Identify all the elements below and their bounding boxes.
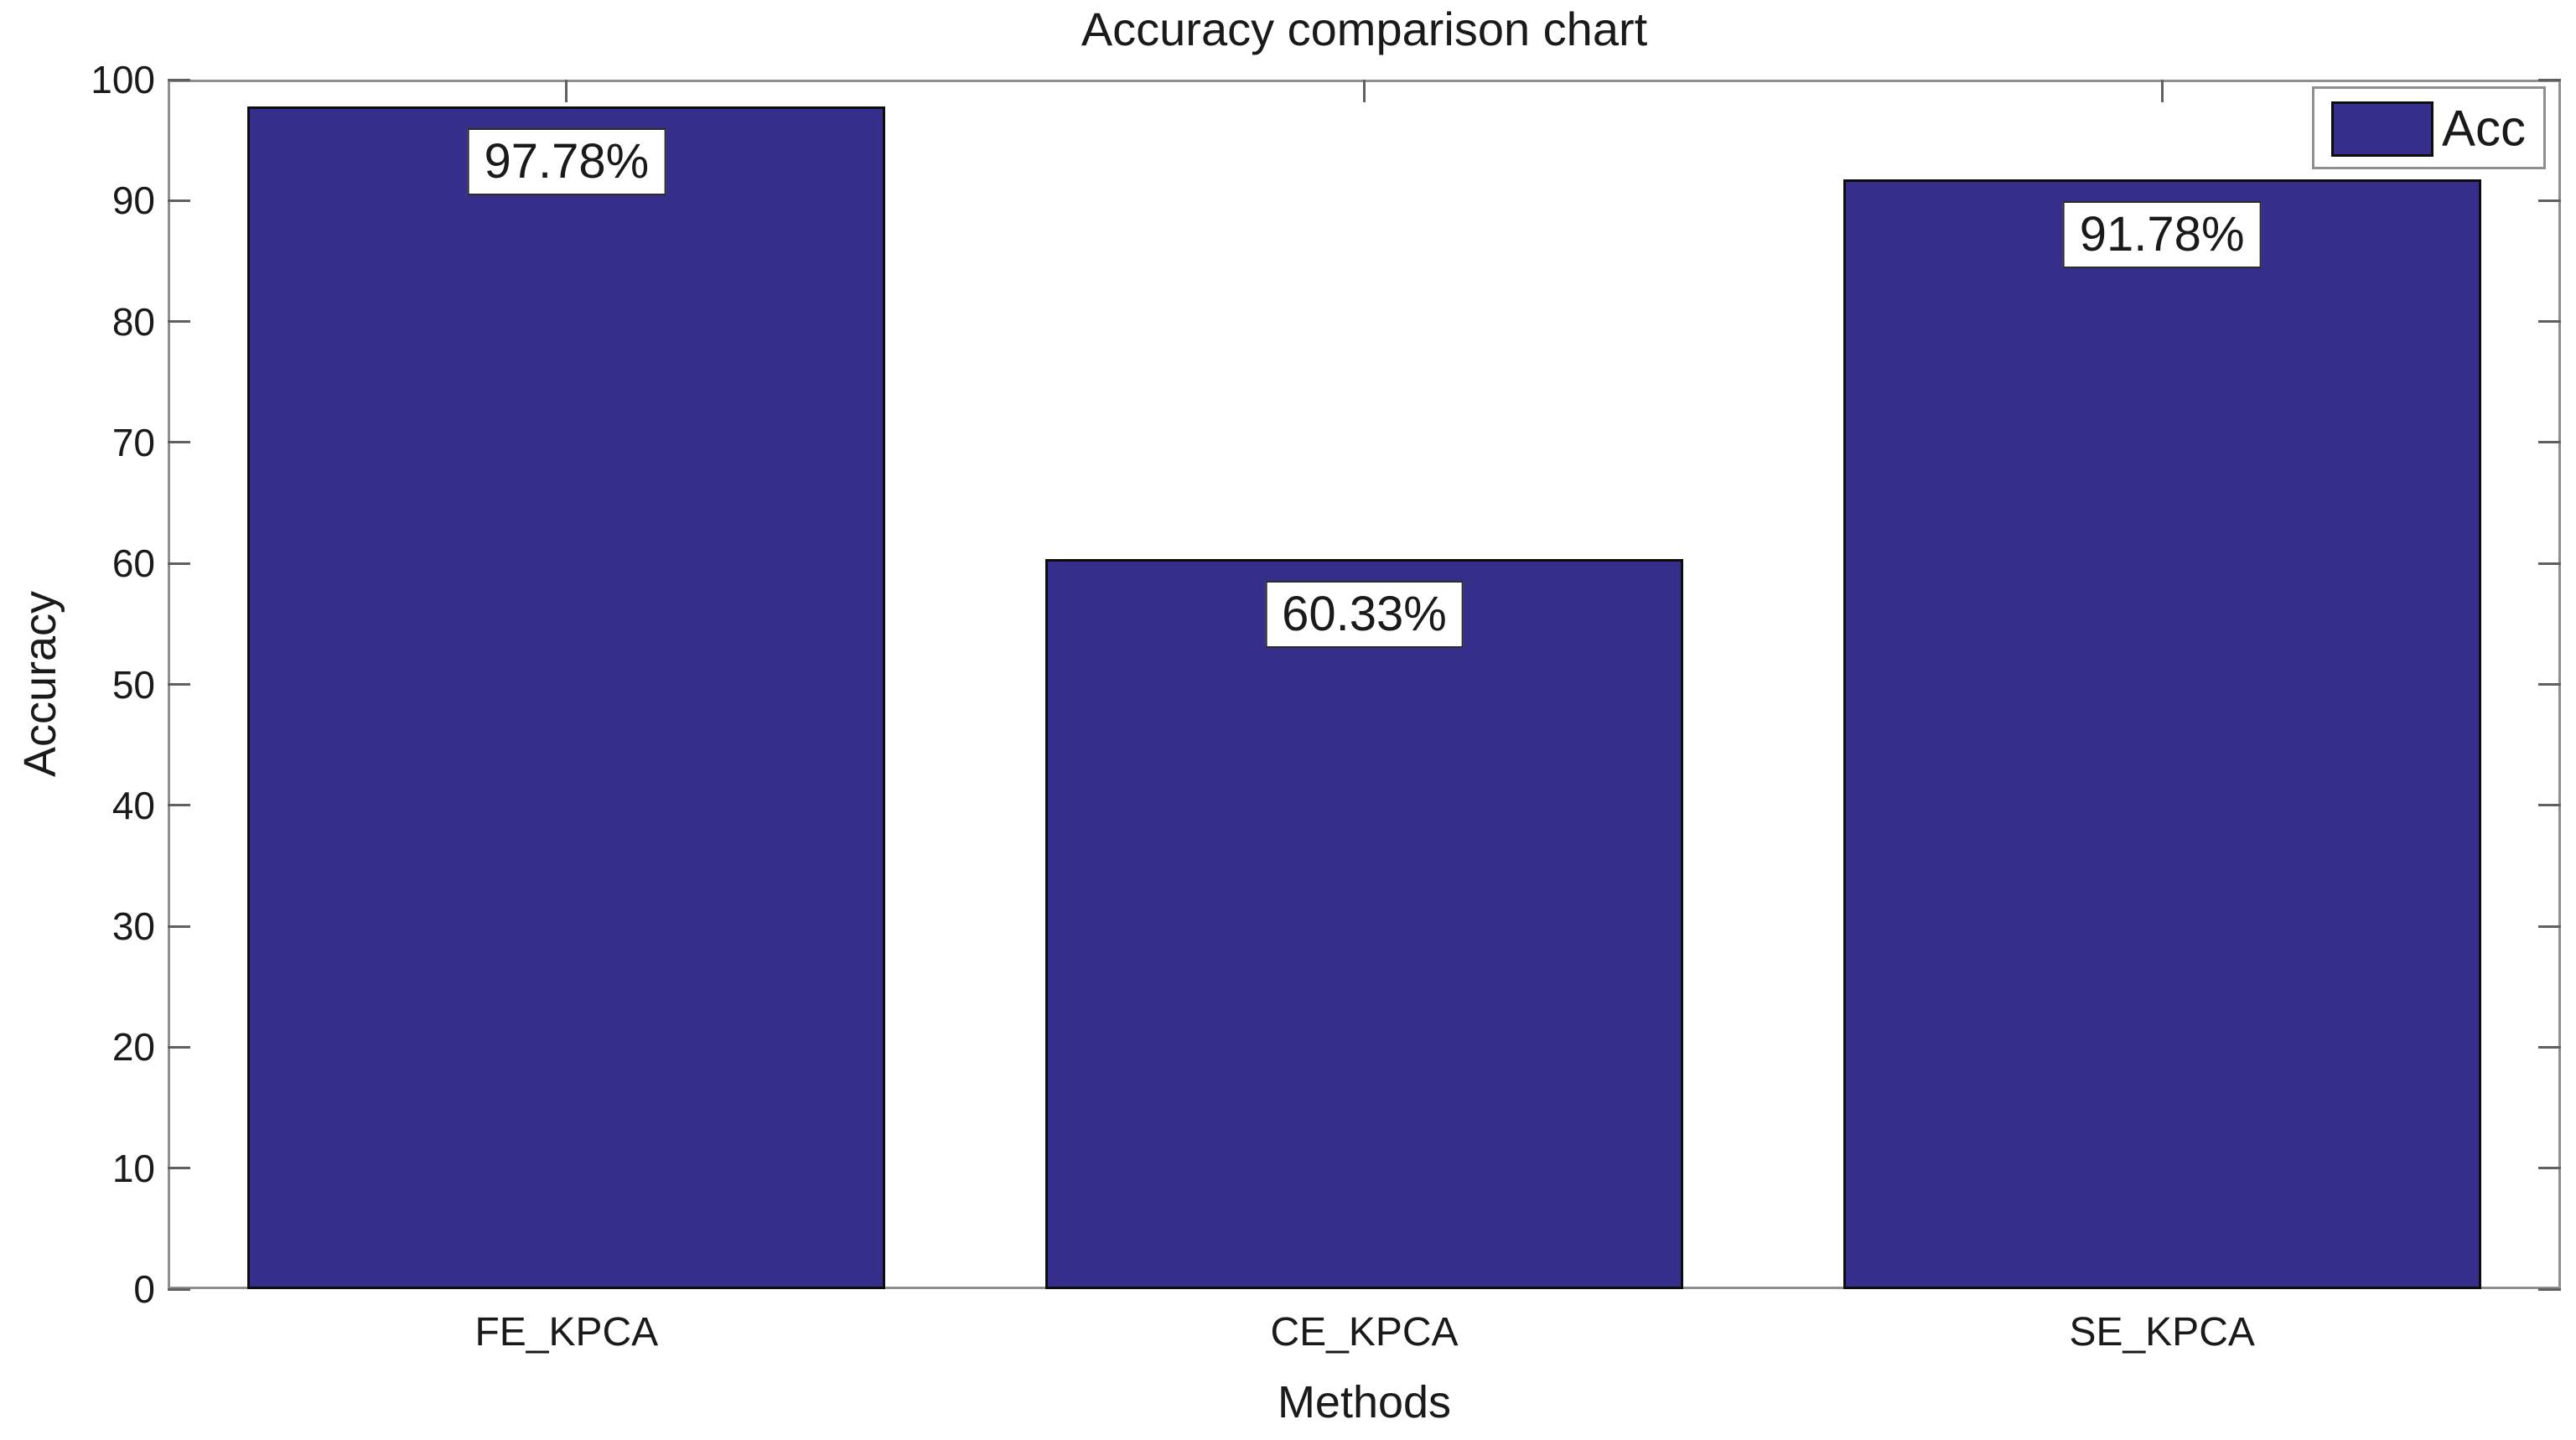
y-tick-right-10: [2538, 1167, 2561, 1170]
y-tick-left-70: [168, 441, 190, 444]
y-tick-right-90: [2538, 199, 2561, 202]
y-tick-label-10: 10: [111, 1146, 155, 1190]
y-tick-label-30: 30: [111, 904, 155, 949]
x-tick-top-CE_KPCA: [1363, 80, 1366, 102]
bar-SE_KPCA: [1843, 179, 2481, 1289]
bar-value-label-FE_KPCA: 97.78%: [467, 128, 666, 196]
y-tick-label-60: 60: [111, 541, 155, 586]
y-tick-right-80: [2538, 320, 2561, 324]
y-tick-left-90: [168, 199, 190, 202]
y-tick-label-100: 100: [91, 58, 155, 101]
x-tick-top-SE_KPCA: [2160, 80, 2164, 102]
x-tick-top-FE_KPCA: [565, 80, 568, 102]
y-tick-label-80: 80: [111, 299, 155, 344]
y-tick-left-50: [168, 683, 190, 686]
y-tick-label-70: 70: [111, 420, 155, 464]
y-tick-label-0: 0: [133, 1267, 155, 1311]
bar-CE_KPCA: [1044, 559, 1684, 1289]
y-tick-left-10: [168, 1167, 190, 1170]
bar-value-label-CE_KPCA: 60.33%: [1265, 581, 1464, 649]
x-tick-label-CE_KPCA: CE_KPCA: [1270, 1310, 1459, 1355]
y-tick-left-40: [168, 804, 190, 807]
chart-title: Accuracy comparison chart: [1081, 3, 1648, 55]
y-tick-label-20: 20: [111, 1025, 155, 1070]
y-tick-right-20: [2538, 1045, 2561, 1049]
y-tick-left-60: [168, 562, 190, 565]
bar-FE_KPCA: [247, 106, 886, 1289]
y-tick-right-60: [2538, 562, 2561, 565]
y-axis-title: Accuracy: [15, 590, 65, 778]
y-tick-label-50: 50: [111, 662, 155, 707]
legend: Acc: [2312, 86, 2546, 169]
x-tick-label-SE_KPCA: SE_KPCA: [2069, 1310, 2255, 1355]
y-tick-left-80: [168, 320, 190, 324]
y-tick-right-0: [2538, 1287, 2561, 1291]
y-tick-right-50: [2538, 683, 2561, 686]
legend-swatch-acc: [2331, 101, 2433, 157]
y-tick-left-0: [168, 1287, 190, 1291]
bar-value-label-SE_KPCA: 91.78%: [2062, 200, 2262, 268]
x-axis-title: Methods: [1277, 1377, 1452, 1427]
x-tick-label-FE_KPCA: FE_KPCA: [474, 1310, 659, 1355]
y-tick-right-40: [2538, 804, 2561, 807]
legend-label: Acc: [2442, 100, 2527, 156]
y-tick-right-100: [2538, 78, 2561, 81]
y-tick-left-100: [168, 78, 190, 81]
y-tick-label-40: 40: [111, 783, 155, 827]
y-tick-left-30: [168, 925, 190, 928]
y-tick-right-70: [2538, 441, 2561, 444]
y-tick-label-90: 90: [111, 179, 155, 223]
y-tick-left-20: [168, 1045, 190, 1049]
y-tick-right-30: [2538, 925, 2561, 928]
